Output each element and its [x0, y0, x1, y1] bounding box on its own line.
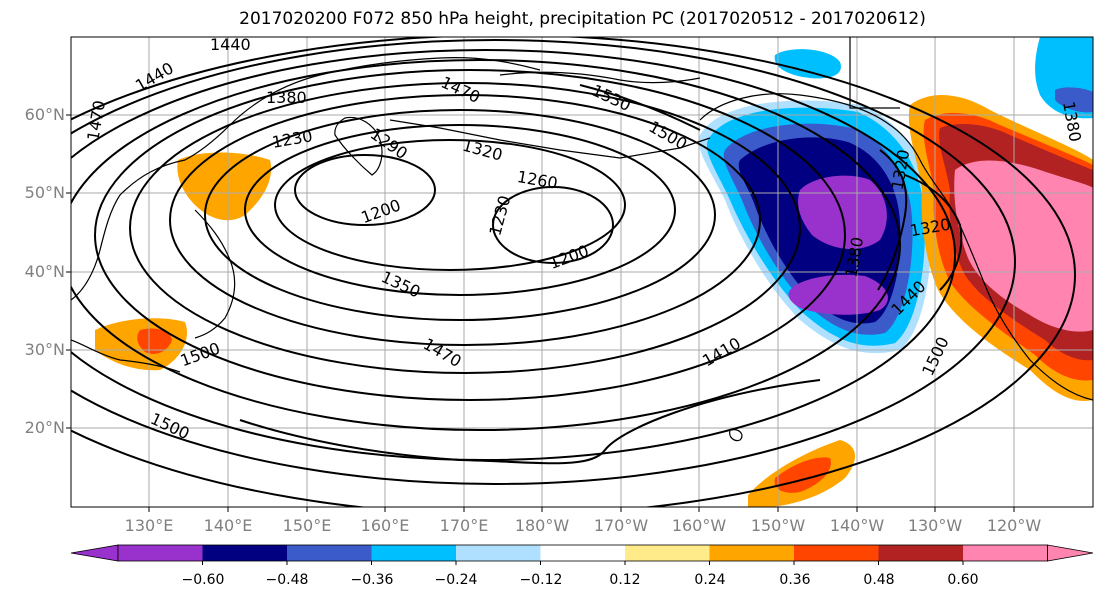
contour-1410	[71, 59, 901, 431]
colorbar	[70, 544, 1094, 565]
colorbar-segment	[540, 545, 625, 561]
lon-label: 170°E	[439, 516, 489, 535]
contour-1230	[274, 139, 626, 271]
lat-label: 60°N	[24, 105, 65, 124]
colorbar-segment	[371, 545, 456, 561]
contour-1470	[71, 39, 1016, 485]
contour-label: 1440	[210, 35, 251, 54]
colorbar-tick-label: −0.12	[519, 572, 563, 588]
lon-label: 180°W	[514, 516, 570, 535]
contour-1290	[204, 109, 716, 321]
coast-bc	[919, 159, 1093, 401]
colorbar-segment	[118, 545, 203, 561]
colorbar-segment	[287, 545, 372, 561]
coast-canada-border	[849, 37, 900, 109]
colorbar-segment	[625, 545, 710, 561]
colorbar-border	[117, 544, 1048, 562]
coast-alaska	[699, 93, 921, 161]
colorbar-tick-label: −0.60	[181, 572, 225, 588]
colorbar-segment	[456, 545, 541, 561]
lat-label: 50°N	[24, 183, 65, 202]
coast-japan	[194, 209, 236, 339]
coast-aleutians	[389, 119, 711, 159]
contour-1500	[71, 37, 1076, 507]
colorbar-segment	[794, 545, 879, 561]
lon-label: 120°W	[986, 516, 1042, 535]
contour-1320	[169, 94, 761, 346]
precipitation-shading	[95, 37, 1093, 507]
colorbar-tick-label: −0.48	[265, 572, 309, 588]
colorbar-segment	[202, 545, 287, 561]
colorbar-segment	[878, 545, 963, 561]
coast-hawaii	[729, 429, 743, 442]
contour-1200-west	[294, 154, 436, 226]
colorbar-tick-label: −0.36	[350, 572, 394, 588]
contour-east-1320	[904, 174, 963, 291]
lat-label: 30°N	[24, 340, 65, 359]
lon-label: 130°W	[907, 516, 963, 535]
contour-1530	[579, 84, 701, 131]
contour-1200-east	[492, 186, 614, 264]
lon-label: 140°W	[829, 516, 885, 535]
height-contours	[71, 37, 1076, 507]
lat-label: 20°N	[24, 418, 65, 437]
colorbar-segment	[709, 545, 794, 561]
contour-1380	[94, 69, 846, 401]
contour-1350	[129, 82, 801, 374]
lon-label: 160°E	[360, 516, 410, 535]
shade-negative-4b	[788, 274, 888, 315]
lon-label: 150°E	[282, 516, 332, 535]
shade-positive-south2	[137, 328, 172, 354]
contour-label: 1380	[266, 88, 307, 107]
shade-positive-japan	[177, 152, 272, 221]
lat-label: 40°N	[24, 262, 65, 281]
colorbar-tick-label: 0.24	[694, 572, 726, 588]
colorbar-tick-label: −0.24	[434, 572, 478, 588]
map-title: 2017020200 F072 850 hPa height, precipit…	[239, 9, 926, 29]
contour-1260	[244, 124, 676, 296]
lon-label: 130°E	[124, 516, 174, 535]
axis-ticks	[66, 114, 1015, 512]
lon-label: 140°E	[203, 516, 253, 535]
shade-positive-3	[954, 160, 1093, 332]
lon-label: 160°W	[671, 516, 727, 535]
shade-negative-top	[774, 49, 841, 79]
colorbar-segment	[963, 545, 1048, 561]
colorbar-tick-label: 0.36	[779, 572, 811, 588]
colorbar-tick-label: 0.48	[863, 572, 895, 588]
colorbar-extend-left	[70, 544, 119, 562]
shade-negative-nw2	[1055, 87, 1093, 113]
lon-label: 150°W	[750, 516, 806, 535]
colorbar-tick-label: 0.60	[947, 572, 979, 588]
contour-south	[239, 379, 821, 465]
contour-east-1380	[877, 149, 908, 291]
lon-label: 170°W	[593, 516, 649, 535]
colorbar-extend-right	[1047, 544, 1094, 562]
colorbar-tick-label: 0.12	[609, 572, 641, 588]
